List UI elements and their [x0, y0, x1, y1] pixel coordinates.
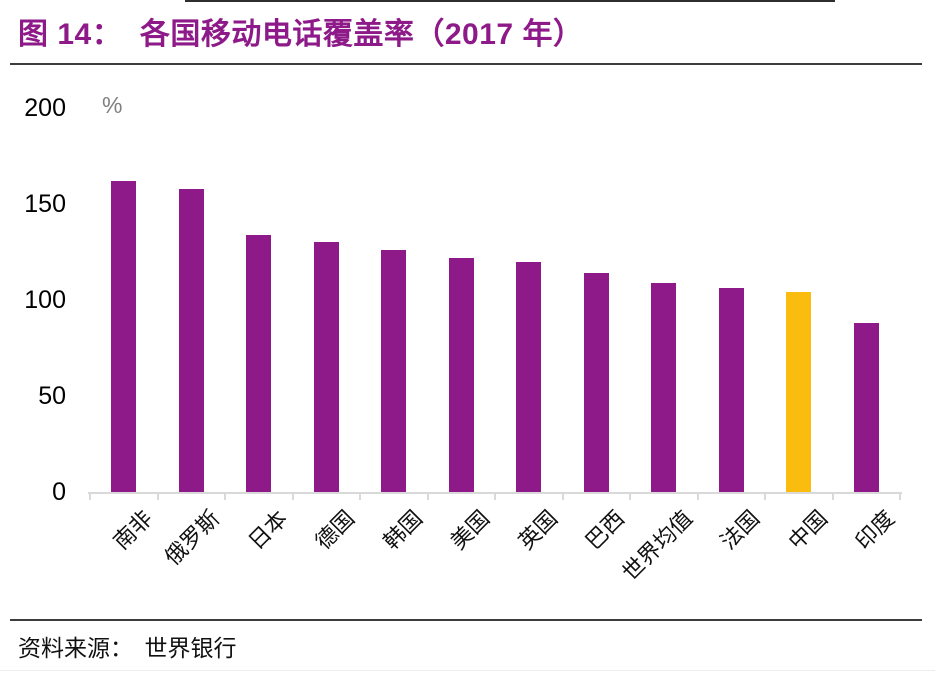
x-axis-label: 日本 — [243, 505, 292, 555]
x-axis-tick-mark — [696, 492, 699, 500]
source-note: 资料来源： 世界银行 — [18, 636, 237, 661]
y-axis-tick-label: 100 — [24, 286, 66, 314]
bar-法国 — [718, 288, 744, 492]
bar-俄罗斯 — [178, 189, 204, 492]
bar-韩国 — [381, 250, 407, 492]
x-axis-tick-mark — [561, 492, 564, 500]
x-axis-tick-mark — [899, 492, 901, 500]
bar-日本 — [246, 235, 272, 492]
bar-巴西 — [583, 273, 609, 492]
x-axis-label: 巴西 — [580, 505, 630, 555]
bar-中国 — [786, 292, 812, 492]
bar-美国 — [448, 258, 474, 492]
x-axis-tick-mark — [89, 492, 91, 500]
bar-南非 — [111, 181, 137, 492]
x-axis-label: 英国 — [513, 505, 562, 555]
x-axis-label: 德国 — [310, 505, 360, 555]
title-divider — [10, 63, 922, 65]
x-axis-tick-mark — [764, 492, 766, 500]
bottom-edge-line — [0, 670, 935, 671]
y-axis-tick-label: 150 — [24, 190, 66, 218]
x-axis-tick-mark — [426, 492, 429, 500]
y-axis-tick-label: 0 — [52, 478, 66, 506]
footer-divider — [10, 619, 922, 621]
x-axis-tick-mark — [359, 492, 361, 500]
figure-title: 图 14： 各国移动电话覆盖率（2017 年） — [18, 18, 584, 51]
x-axis-label: 美国 — [445, 505, 495, 555]
x-axis-tick-mark — [494, 492, 496, 500]
bar-德国 — [313, 242, 339, 492]
bar-英国 — [516, 262, 542, 492]
x-axis-label: 韩国 — [378, 505, 427, 555]
x-axis-label: 俄罗斯 — [160, 505, 225, 570]
x-axis-tick-mark — [831, 492, 834, 500]
y-axis-tick-label: 200 — [24, 94, 66, 122]
x-axis-label: 南非 — [108, 505, 157, 555]
bar-印度 — [853, 323, 879, 492]
x-axis-tick-mark — [629, 492, 631, 500]
x-axis-label: 法国 — [715, 505, 765, 555]
y-axis-unit-label: % — [102, 92, 123, 118]
bar-世界均值 — [651, 283, 677, 492]
x-axis-label: 世界均值 — [617, 505, 697, 586]
top-edge-artifact — [185, 0, 835, 2]
y-axis-tick-label: 50 — [38, 382, 66, 410]
x-axis-label: 中国 — [783, 505, 832, 555]
x-axis-label: 印度 — [850, 505, 900, 555]
x-axis-tick-mark — [224, 492, 226, 500]
x-axis-tick-mark — [291, 492, 294, 500]
x-axis-tick-mark — [156, 492, 159, 500]
